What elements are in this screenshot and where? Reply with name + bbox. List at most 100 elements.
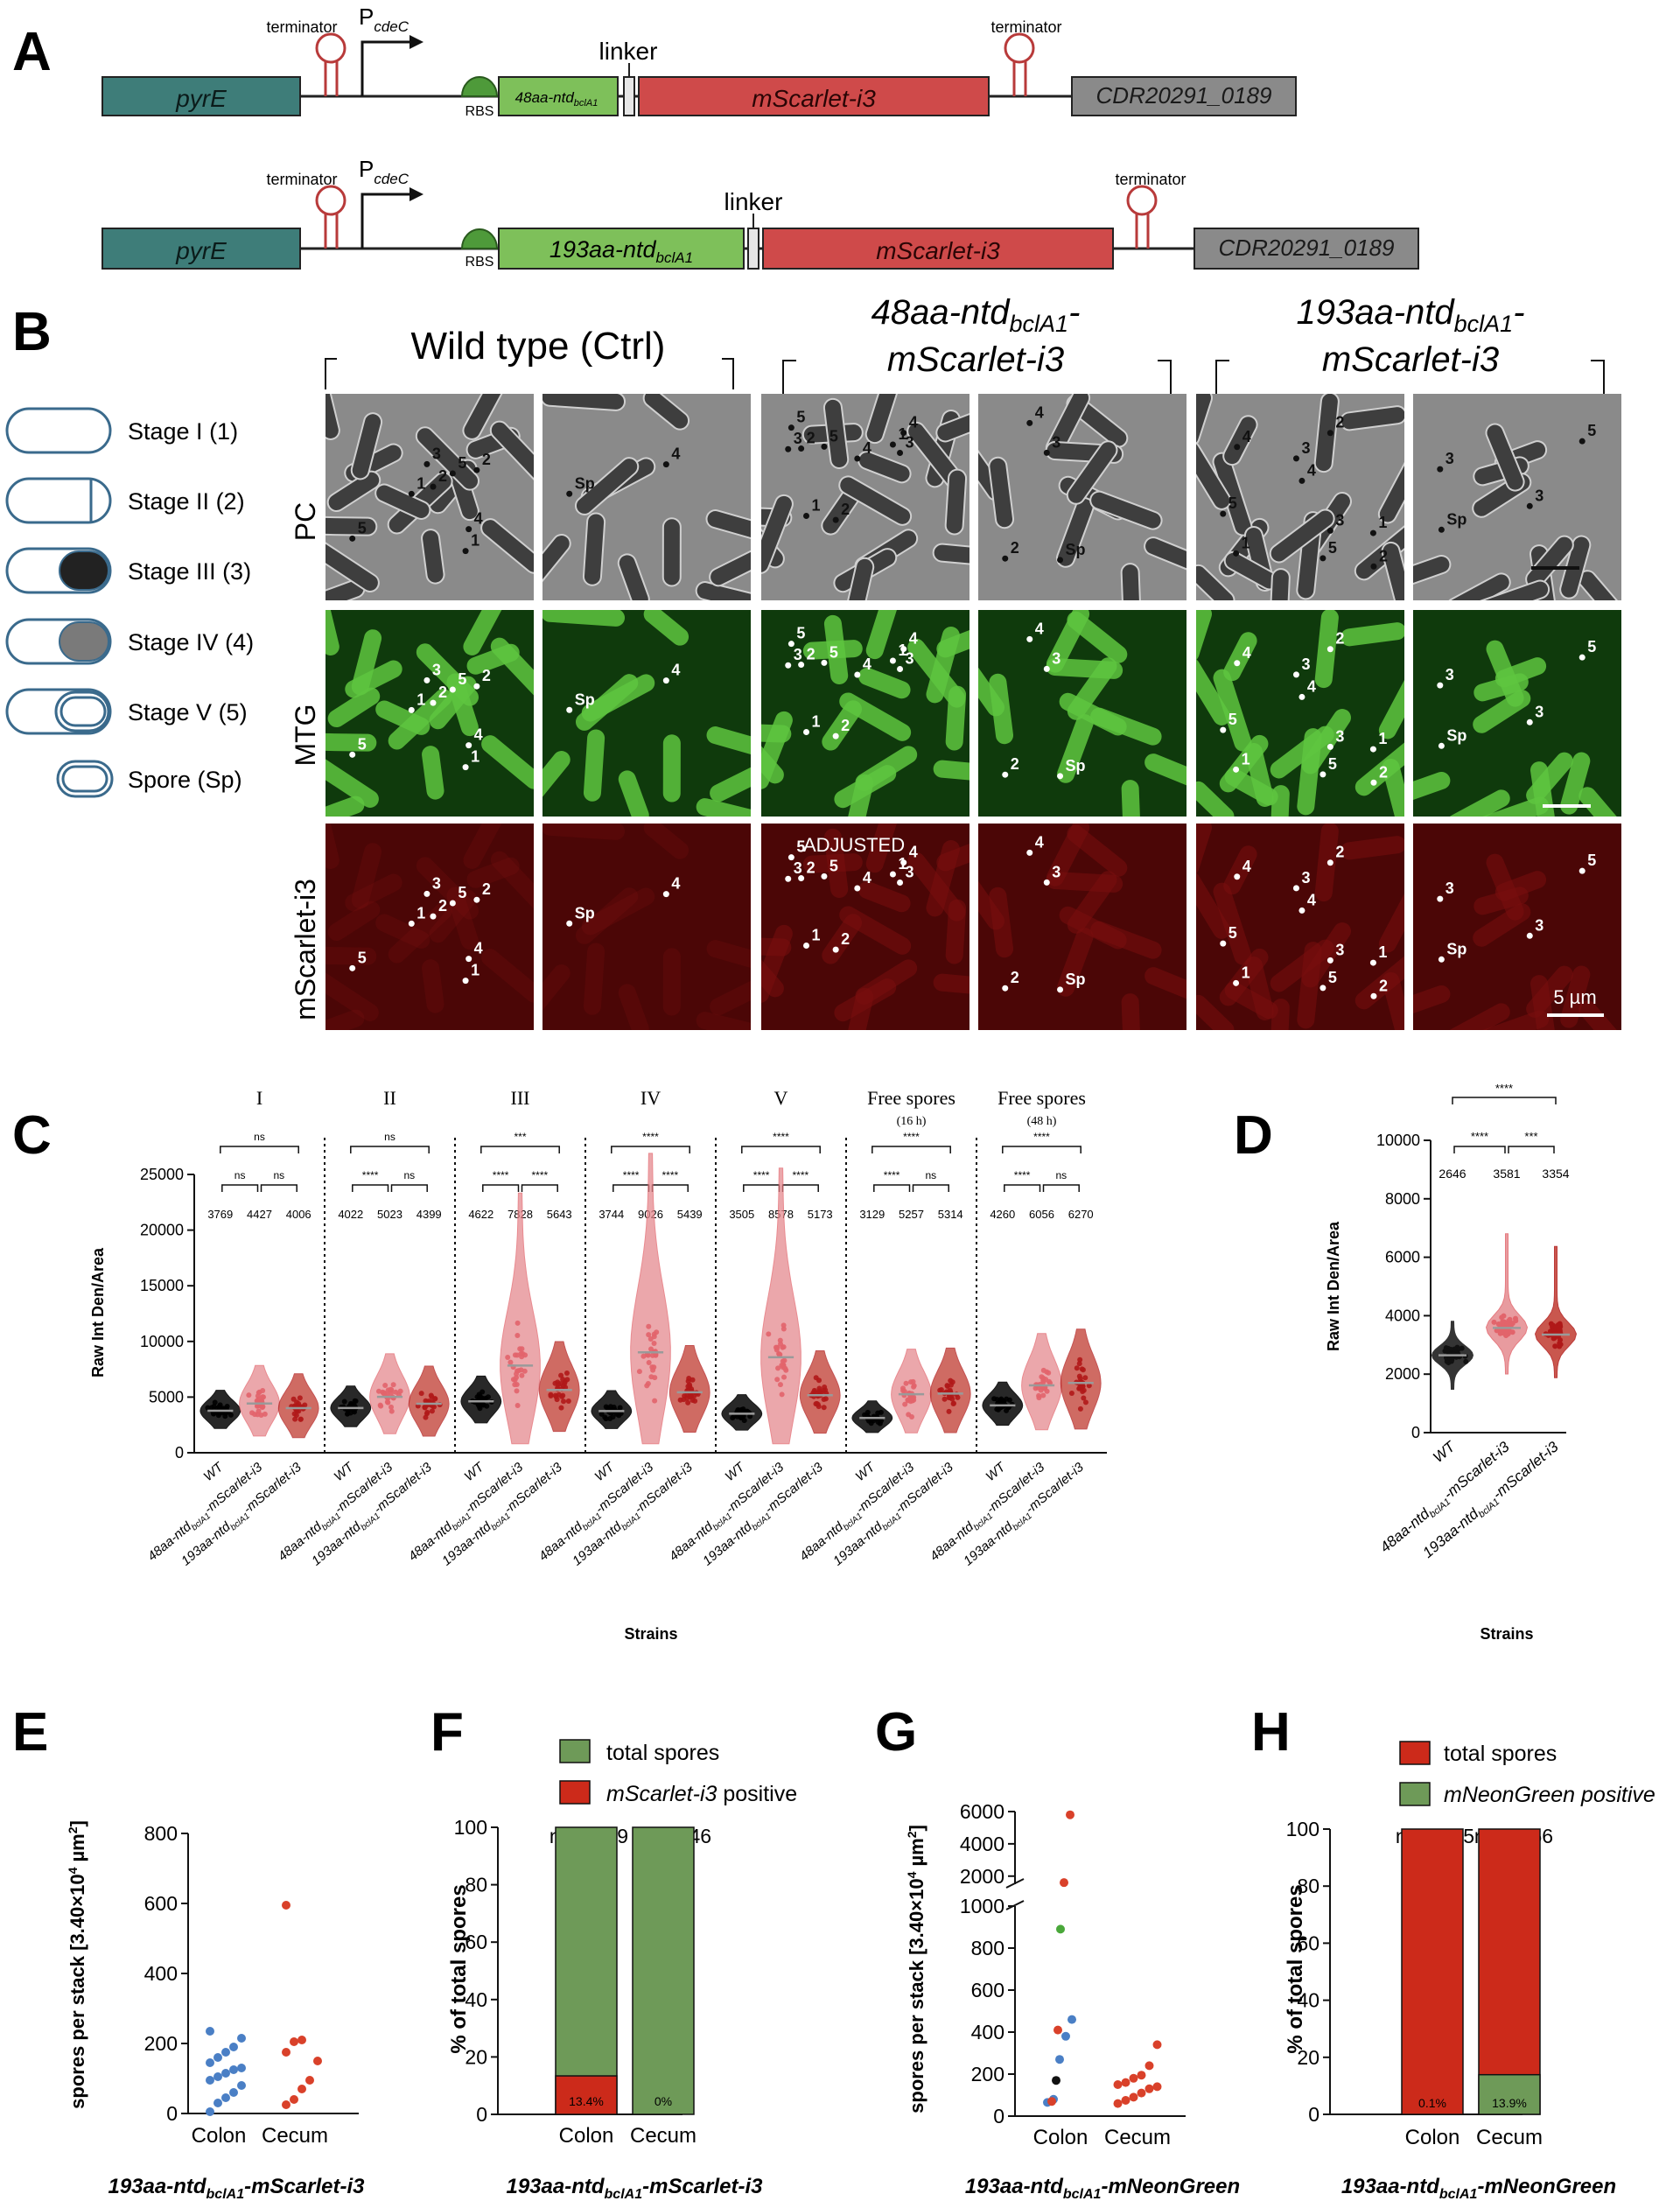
cell-marker-label: 4 — [1035, 620, 1044, 637]
data-point — [777, 1382, 783, 1388]
micrograph-image — [1196, 394, 1404, 600]
data-point — [1137, 2071, 1146, 2080]
bacterial-cell — [1056, 928, 1094, 997]
x-tick-label: Cecum — [1104, 2126, 1171, 2149]
cell-marker-label: 1 — [416, 904, 425, 922]
data-point — [282, 2048, 290, 2057]
data-point — [944, 1383, 950, 1389]
data-point — [305, 2076, 314, 2085]
cell-marker-label: 1 — [898, 425, 906, 443]
y-tick-label: 100 — [454, 1816, 487, 1839]
cell-marker-label: 5 — [1587, 638, 1596, 655]
cell-marker-dot — [1320, 985, 1326, 992]
data-point — [514, 1388, 520, 1394]
cell-marker-label: 5 — [358, 519, 367, 536]
bacterial-cell — [1067, 871, 1117, 934]
mean-value-label: 5257 — [899, 1208, 924, 1221]
sig-label: *** — [1524, 1130, 1537, 1143]
bacterial-cell — [1486, 853, 1524, 921]
data-point — [424, 1409, 430, 1415]
legend-label: mScarlet-i3 positive — [606, 1782, 797, 1806]
cell-marker-label: Sp — [1446, 510, 1466, 528]
data-point — [816, 1377, 822, 1384]
y-tick-label: 0 — [1308, 2103, 1320, 2126]
sig-label: **** — [623, 1169, 640, 1181]
bacterial-cell — [1269, 508, 1335, 564]
bacterial-cell — [1055, 497, 1095, 568]
sig-label: ns — [404, 1169, 416, 1181]
data-point — [607, 1416, 613, 1422]
violin-shape — [500, 1192, 541, 1445]
data-point — [1463, 1358, 1469, 1364]
caption-end: -mNeonGreen — [1101, 2175, 1240, 2198]
y-tick-label: 2000 — [960, 1865, 1004, 1888]
data-point — [555, 1379, 561, 1385]
cell-marker-label: 2 — [438, 897, 447, 915]
y-axis-title: Raw Int Den/Area — [89, 1247, 107, 1377]
sig-label: **** — [362, 1169, 379, 1181]
data-point — [942, 1396, 948, 1402]
data-point — [616, 1412, 622, 1419]
x-axis-title: Strains — [1480, 1625, 1533, 1643]
bacterial-cell — [1382, 971, 1404, 1030]
cell-marker-dot — [473, 683, 480, 690]
cell-marker-dot — [889, 657, 896, 664]
cell-marker-label: 5 — [1228, 494, 1237, 512]
sig-bracket — [350, 1146, 430, 1153]
cell-marker-label: 3 — [432, 874, 441, 892]
mean-value-label: 3354 — [1542, 1167, 1569, 1181]
cell-marker-label: 2 — [482, 667, 491, 684]
data-point — [1040, 1392, 1046, 1398]
bacterial-cell — [490, 851, 534, 916]
data-point — [262, 1411, 268, 1417]
data-point — [214, 2072, 222, 2081]
cell-marker-dot — [424, 890, 430, 897]
bacterial-cell — [1046, 610, 1090, 673]
cell-marker-dot — [566, 920, 573, 927]
group-title-48aa-line1: 48aa-ntdbclA1- — [872, 293, 1081, 337]
x-tick-label: WT — [1430, 1437, 1460, 1466]
bacterial-cell — [583, 943, 606, 1015]
data-point — [603, 1416, 609, 1422]
cell-marker-dot — [803, 513, 810, 520]
cell-marker-label: 4 — [474, 940, 483, 957]
bacterial-cell — [1046, 824, 1090, 887]
group-bracket-48aa — [782, 360, 1172, 394]
cell-marker-label: 3 — [906, 649, 914, 667]
cell-marker-label: 5 — [358, 735, 367, 753]
mean-value-label: 2646 — [1438, 1167, 1466, 1181]
bacterial-cell — [843, 987, 874, 1030]
micrograph-image — [542, 610, 751, 817]
data-point — [1047, 2097, 1056, 2106]
cell-marker-label: 5 — [1228, 711, 1237, 728]
terminator-right-icon — [1126, 185, 1158, 249]
bacterial-cell — [1413, 771, 1451, 810]
bacterial-cell — [695, 581, 751, 600]
data-point — [766, 1331, 772, 1337]
data-point — [1079, 1366, 1085, 1372]
cell-marker-dot — [566, 490, 573, 497]
bacterial-cell — [1378, 882, 1404, 953]
cell-marker-label: 2 — [1011, 969, 1019, 986]
bar-total — [555, 1826, 618, 2115]
bacterial-cell — [933, 973, 970, 995]
bar-positive — [555, 2075, 618, 2115]
cell-marker-dot — [785, 662, 792, 669]
bacterial-cell — [858, 880, 911, 913]
cell-marker-label: 4 — [1242, 644, 1251, 662]
y-tick-label: 20 — [1297, 2046, 1320, 2069]
bacterial-cell — [463, 824, 505, 869]
cell-marker-label: 1 — [1378, 730, 1387, 747]
bacterial-cell — [326, 754, 379, 808]
rbs-label: RBS — [466, 255, 494, 270]
data-point — [1152, 2040, 1162, 2050]
cell-marker-dot — [897, 449, 904, 456]
cell-marker-label: 5 — [1228, 924, 1237, 942]
mscarlet-box — [762, 228, 1114, 270]
panel-letter-d: D — [1234, 1105, 1273, 1166]
data-point — [560, 1392, 566, 1398]
cell-marker-label: Sp — [1446, 940, 1466, 957]
bacterial-cell — [326, 946, 377, 965]
bacterial-cell — [422, 746, 444, 800]
data-point — [564, 1370, 570, 1377]
